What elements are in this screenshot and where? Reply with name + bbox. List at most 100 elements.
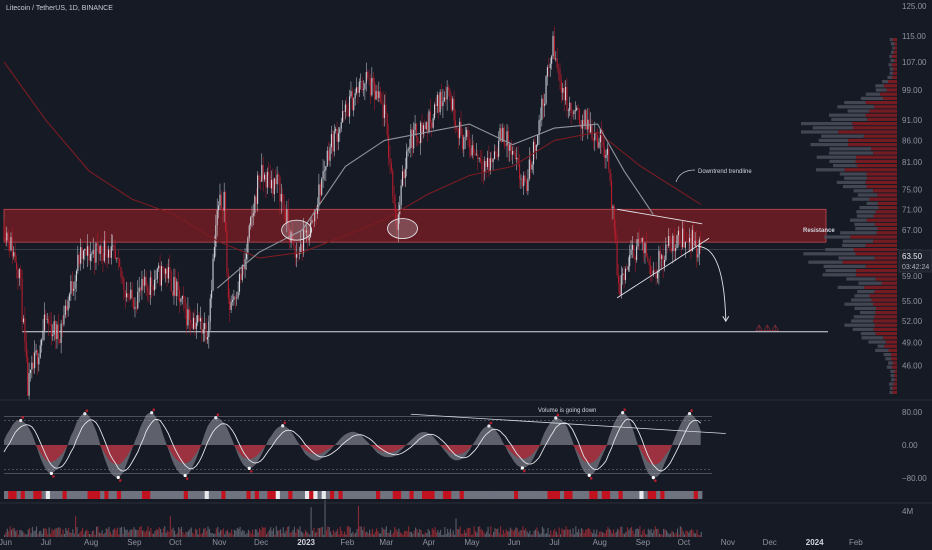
candle-body — [192, 317, 195, 329]
candle-body — [644, 243, 646, 254]
candle — [527, 169, 529, 196]
candle-body — [606, 148, 608, 155]
candle — [330, 125, 333, 154]
candle-body — [219, 194, 221, 206]
candle-body — [80, 247, 82, 264]
candle — [144, 269, 146, 294]
candle-body — [406, 151, 408, 169]
volume-bar — [338, 534, 340, 537]
candle-body — [156, 268, 158, 280]
volume-bar — [335, 531, 337, 537]
volume-bar — [416, 529, 418, 537]
candle-body — [251, 215, 253, 218]
profile-bar — [818, 138, 849, 142]
strip-segment — [526, 491, 532, 499]
candle-body — [162, 266, 164, 269]
strip-segment — [472, 491, 477, 499]
oscillator-pane[interactable] — [3, 408, 726, 482]
candle — [257, 171, 259, 212]
time-tick-label: Mar — [379, 538, 393, 547]
profile-bar — [891, 50, 894, 54]
volume-bar — [415, 527, 417, 537]
candle — [422, 122, 424, 139]
profile-bar — [889, 386, 893, 390]
candle — [425, 121, 427, 131]
candle — [284, 205, 287, 226]
candle-body — [383, 104, 385, 119]
candle-body — [119, 258, 121, 267]
strip-segment — [279, 491, 285, 499]
candle-body — [580, 124, 582, 129]
candle — [509, 141, 511, 162]
candle — [682, 220, 684, 250]
volume-bar — [388, 532, 390, 537]
time-tick-label: Feb — [340, 538, 354, 547]
strip-segment — [167, 491, 172, 499]
candle — [277, 171, 280, 185]
candle — [654, 268, 656, 273]
candle-body — [695, 240, 698, 258]
candle — [531, 161, 533, 173]
osc-extreme-dot — [83, 412, 87, 416]
strip-segment — [434, 491, 440, 499]
volume-bar — [444, 527, 446, 537]
volume-bar — [675, 532, 677, 537]
volume-bar — [566, 529, 569, 537]
candle-body — [105, 240, 107, 256]
candle — [668, 228, 670, 249]
candle — [630, 240, 632, 259]
volume-bar — [26, 534, 28, 537]
candle-body — [113, 245, 115, 251]
candle — [55, 319, 57, 350]
volume-bar — [594, 533, 596, 537]
candle-body — [588, 119, 590, 133]
candle-body — [123, 278, 125, 291]
volume-bar — [277, 530, 279, 537]
osc-extreme-dot — [21, 416, 25, 419]
time-tick-label: Aug — [593, 538, 607, 547]
volume-bar — [408, 526, 410, 537]
volume-bar — [651, 532, 654, 537]
strip-segment — [321, 491, 327, 499]
volume-bar — [670, 533, 672, 537]
candle — [131, 281, 133, 307]
candle — [539, 107, 542, 132]
candle — [466, 127, 468, 141]
candle-body — [34, 352, 36, 369]
volume-bar — [13, 528, 15, 537]
candle — [608, 145, 610, 173]
candle — [645, 231, 647, 258]
candle-body — [364, 83, 366, 90]
candle-body — [401, 171, 404, 186]
candle-body — [243, 265, 245, 270]
candle-body — [188, 309, 190, 320]
candle-body — [542, 98, 544, 106]
candle-body — [92, 249, 94, 254]
candle — [619, 275, 621, 298]
volume-bar — [231, 529, 233, 537]
profile-bar — [861, 336, 884, 340]
candle — [517, 145, 519, 168]
volume-bar — [286, 526, 288, 537]
profile-bar — [855, 227, 878, 231]
candle — [291, 221, 293, 245]
volume-bar — [185, 531, 187, 537]
volume-bar — [650, 528, 652, 537]
candle — [240, 268, 242, 284]
volume-bar — [451, 533, 453, 537]
candle-body — [619, 283, 621, 296]
candle — [275, 169, 277, 190]
price-pane[interactable] — [3, 26, 899, 401]
candle-body — [261, 164, 263, 182]
candle — [117, 249, 119, 271]
strip-segment — [79, 491, 84, 499]
volume-annotation: Volume is going down — [538, 408, 596, 414]
strip-segment — [371, 491, 377, 499]
volume-bar — [274, 534, 276, 537]
candle-body — [615, 229, 617, 242]
volume-bar — [169, 516, 171, 537]
profile-bar — [876, 306, 897, 310]
candle — [48, 315, 50, 336]
candle — [337, 127, 339, 151]
